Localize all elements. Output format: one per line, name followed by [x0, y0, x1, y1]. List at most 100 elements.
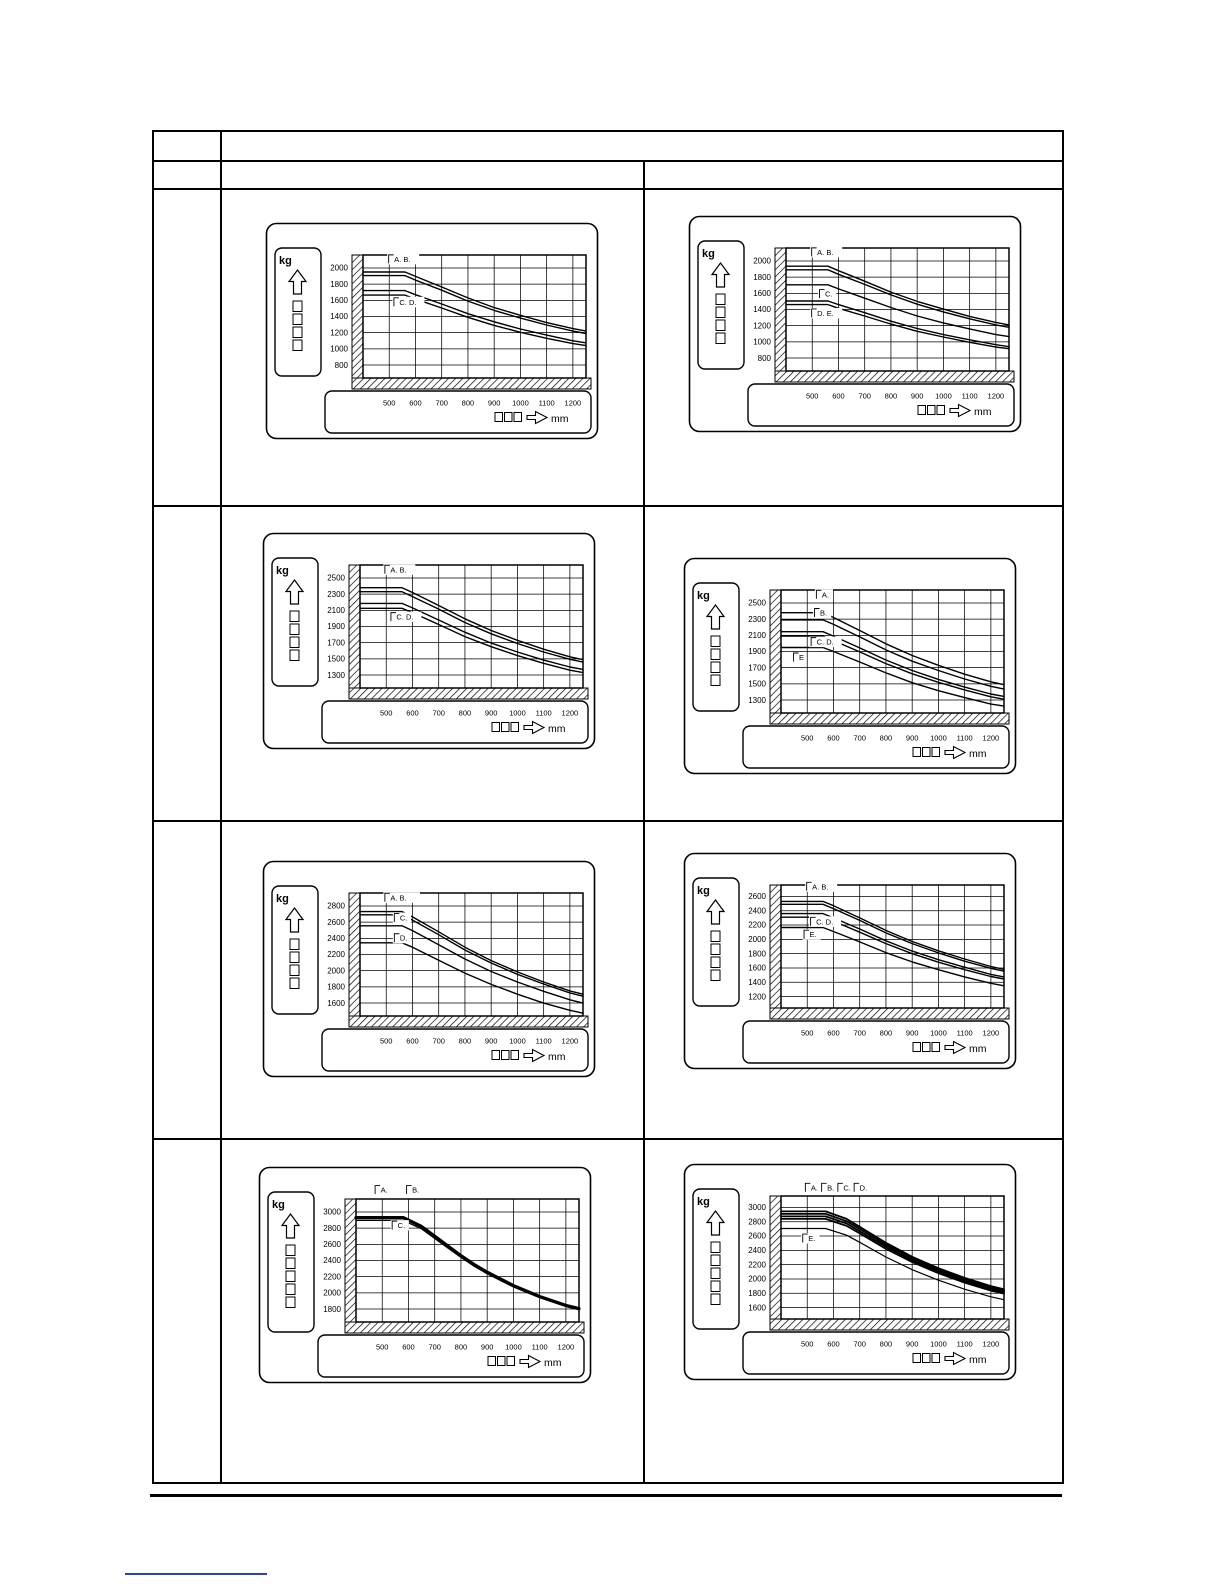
curve-label-bg: [801, 1233, 820, 1244]
y-tick-label: 1400: [330, 312, 348, 321]
curve-label-bg: [809, 636, 842, 648]
x-axis-caption-glyph: [912, 747, 921, 757]
series-curve-E: [780, 926, 1005, 987]
hatch-bottom-bar: [769, 1318, 1010, 1331]
curve-label: C.: [400, 914, 408, 923]
series-curve-C: [780, 912, 1005, 978]
x-tick-label: 800: [885, 392, 898, 401]
x-tick-label: 700: [428, 1343, 441, 1352]
plot-grid: [781, 885, 1004, 1008]
curve-label-bracket: [811, 247, 817, 257]
y-axis-caption-glyph: [289, 623, 300, 635]
x-tick-label: 700: [853, 734, 866, 743]
right-arrow-icon: [526, 410, 549, 425]
curve-label-bg: [392, 296, 425, 308]
mm-unit-label: mm: [544, 1357, 562, 1369]
curve-label-bg: [802, 929, 821, 940]
x-tick-label: 800: [455, 1343, 468, 1352]
y-tick-label: 2200: [323, 1272, 341, 1281]
y-axis-caption-glyph: [710, 943, 721, 955]
x-tick-label: 1200: [562, 1037, 579, 1046]
load-capacity-chart: kg 2500 2300 2100 1900 1700 1500 1300 500 600 700 8…: [683, 557, 1017, 775]
curve-label-bracket: [804, 1182, 811, 1192]
x-axis-caption-glyph: [922, 747, 931, 757]
y-tick-label: 1600: [748, 964, 766, 973]
curve-label-bg: [373, 1184, 392, 1196]
up-arrow-icon: [280, 1212, 301, 1239]
y-axis-caption-glyph: [710, 661, 721, 673]
curve-label: A. B.: [817, 248, 833, 257]
right-arrow-icon: [944, 1040, 967, 1055]
x-axis-caption-glyph: [491, 1050, 500, 1060]
series-curve-A: [785, 265, 1010, 326]
y-tick-label: 2500: [748, 599, 766, 608]
right-arrow-icon: [523, 1048, 546, 1063]
series-curve-B: [780, 903, 1005, 972]
kg-unit-label: kg: [697, 1196, 710, 1208]
curve-label: C. D.: [816, 917, 833, 926]
x-tick-label: 500: [380, 1037, 393, 1046]
x-tick-label: 800: [459, 1037, 472, 1046]
chart-card-row3-right: kg 2600 2400 2200 2000 1800 1600 1400 1200 500 600…: [683, 852, 1017, 1070]
curve-label: A. B.: [390, 893, 406, 902]
y-tick-label: 1800: [753, 273, 771, 282]
y-tick-label: 2400: [323, 1256, 341, 1265]
y-axis-caption-glyph: [292, 339, 303, 351]
curve-label: E.: [808, 1234, 815, 1243]
y-tick-label: 2000: [748, 1275, 766, 1284]
x-axis-caption-glyph: [931, 1353, 940, 1363]
x-tick-label: 1000: [512, 399, 529, 408]
y-tick-label: 2600: [323, 1240, 341, 1249]
curve-label: C.: [843, 1183, 851, 1192]
curve-label-bracket: [388, 254, 394, 264]
y-tick-label: 2000: [753, 257, 771, 266]
y-tick-label: 1600: [327, 999, 345, 1008]
series-curve-E: [780, 1227, 1005, 1301]
curve-label-bg: [836, 1182, 855, 1193]
y-axis-caption-glyph: [715, 306, 726, 318]
x-tick-label: 900: [485, 1037, 498, 1046]
x-tick-label: 600: [827, 734, 840, 743]
series-curve-B: [785, 269, 1010, 328]
y-tick-label: 1700: [748, 663, 766, 672]
y-axis-caption-glyph: [285, 1283, 296, 1295]
y-tick-label: 1900: [748, 647, 766, 656]
y-tick-label: 2300: [327, 590, 345, 599]
x-tick-label: 700: [435, 399, 448, 408]
series-curve-C: [785, 284, 1010, 338]
hatch-left-bar: [348, 892, 361, 1028]
curve-label-bg: [809, 916, 842, 927]
hatch-left-bar: [344, 1198, 357, 1334]
up-arrow-icon: [705, 603, 726, 630]
curve-label-bg: [405, 1184, 424, 1196]
chart-card-row2-left: kg 2500 2300 2100 1900 1700 1500 1300 500 600 700 8…: [262, 532, 596, 750]
table-header-divider-2: [154, 188, 1062, 190]
x-tick-label: 1200: [565, 399, 582, 408]
y-axis-caption-glyph: [289, 610, 300, 622]
y-axis-caption-glyph: [710, 930, 721, 942]
y-axis-caption-glyph: [710, 969, 721, 981]
table-header-divider-1: [154, 160, 1062, 162]
series-curve-B: [359, 591, 584, 663]
up-arrow-icon: [284, 906, 305, 933]
x-axis-caption-glyph: [931, 1042, 940, 1052]
curve-label-bg: [805, 881, 838, 892]
curve-label-bg: [852, 1182, 871, 1193]
y-tick-label: 2600: [748, 892, 766, 901]
y-tick-label: 1500: [748, 680, 766, 689]
y-tick-label: 1800: [327, 983, 345, 992]
x-axis-caption-glyph: [487, 1356, 496, 1366]
kg-unit-label: kg: [272, 1199, 285, 1211]
x-tick-label: 600: [402, 1343, 415, 1352]
y-axis-unit-block: [267, 1191, 315, 1333]
x-tick-label: 500: [380, 709, 393, 718]
x-tick-label: 800: [462, 399, 475, 408]
series-curve-C: [362, 289, 587, 344]
curve-label-bracket: [393, 913, 400, 923]
y-tick-label: 1600: [330, 296, 348, 305]
y-axis-caption-glyph: [710, 1267, 721, 1279]
y-tick-label: 800: [335, 361, 349, 370]
y-axis-caption-glyph: [710, 1293, 721, 1305]
x-tick-label: 600: [827, 1340, 840, 1349]
